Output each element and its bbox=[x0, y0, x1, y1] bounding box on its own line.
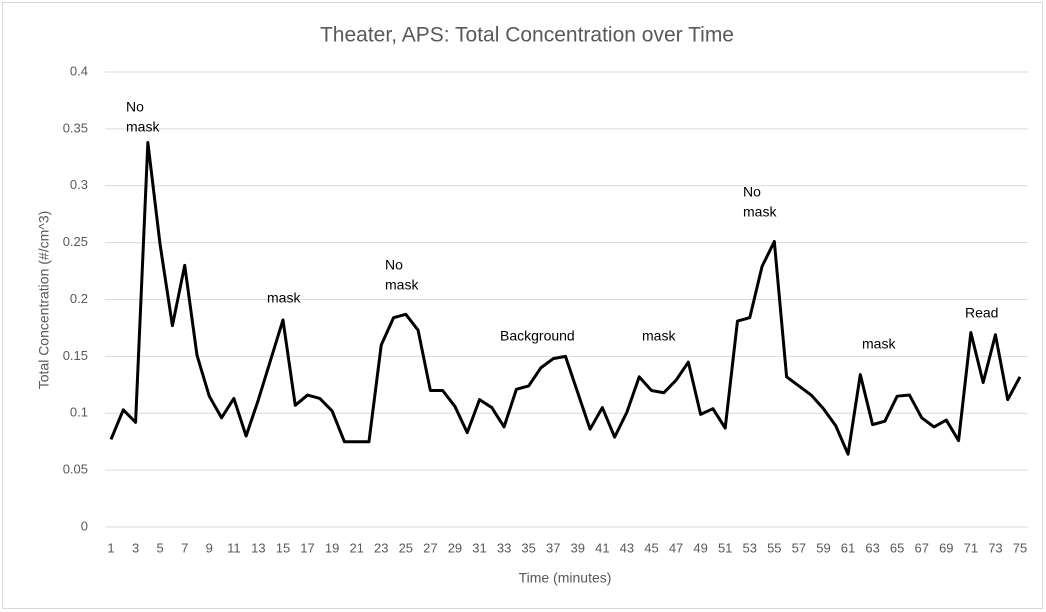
annotation: mask bbox=[743, 204, 777, 220]
x-axis-label: Time (minutes) bbox=[519, 570, 612, 586]
x-tick-label: 47 bbox=[669, 540, 683, 555]
x-tick-label: 13 bbox=[251, 540, 265, 555]
y-tick-label: 0.1 bbox=[70, 405, 88, 420]
data-line bbox=[109, 141, 1022, 456]
x-tick-label: 5 bbox=[157, 540, 164, 555]
y-tick-label: 0.4 bbox=[70, 63, 88, 78]
x-tick-label: 31 bbox=[472, 540, 486, 555]
x-tick-label: 63 bbox=[865, 540, 879, 555]
x-tick-label: 65 bbox=[890, 540, 904, 555]
annotation: No bbox=[385, 257, 403, 273]
x-tick-label: 51 bbox=[718, 540, 732, 555]
x-tick-label: 45 bbox=[644, 540, 658, 555]
annotation: No bbox=[126, 99, 144, 115]
x-tick-label: 23 bbox=[374, 540, 388, 555]
x-tick-label: 41 bbox=[595, 540, 609, 555]
annotation: No bbox=[743, 184, 761, 200]
x-tick-label: 7 bbox=[181, 540, 188, 555]
y-tick-label: 0.15 bbox=[63, 348, 88, 363]
x-tick-label: 43 bbox=[620, 540, 634, 555]
x-tick-label: 67 bbox=[914, 540, 928, 555]
chart-title: Theater, APS: Total Concentration over T… bbox=[320, 24, 734, 47]
x-tick-label: 55 bbox=[767, 540, 781, 555]
x-tick-label: 61 bbox=[841, 540, 855, 555]
x-tick-label: 9 bbox=[206, 540, 213, 555]
x-tick-label: 19 bbox=[325, 540, 339, 555]
y-axis-label: Total Concentration (#/cm^3) bbox=[36, 211, 52, 390]
annotation: Background bbox=[500, 328, 575, 344]
x-tick-label: 71 bbox=[964, 540, 978, 555]
y-tick-label: 0.2 bbox=[70, 291, 88, 306]
x-tick-label: 59 bbox=[816, 540, 830, 555]
x-tick-label: 37 bbox=[546, 540, 560, 555]
x-tick-label: 21 bbox=[349, 540, 363, 555]
x-tick-label: 69 bbox=[939, 540, 953, 555]
x-tick-label: 49 bbox=[693, 540, 707, 555]
x-tick-label: 17 bbox=[300, 540, 314, 555]
annotation: mask bbox=[385, 277, 419, 293]
x-tick-label: 29 bbox=[448, 540, 462, 555]
x-tick-label: 39 bbox=[571, 540, 585, 555]
x-tick-label: 15 bbox=[276, 540, 290, 555]
annotation: mask bbox=[267, 290, 301, 306]
x-tick-label: 11 bbox=[227, 540, 241, 555]
y-tick-label: 0.05 bbox=[63, 462, 88, 477]
x-tick-label: 1 bbox=[107, 540, 114, 555]
annotation: mask bbox=[862, 336, 896, 352]
annotation: mask bbox=[642, 328, 676, 344]
x-tick-label: 3 bbox=[132, 540, 139, 555]
x-tick-label: 57 bbox=[792, 540, 806, 555]
y-tick-label: 0.3 bbox=[70, 177, 88, 192]
y-tick-label: 0.35 bbox=[63, 120, 88, 135]
x-tick-label: 53 bbox=[743, 540, 757, 555]
x-tick-label: 73 bbox=[988, 540, 1002, 555]
y-tick-label: 0.25 bbox=[63, 234, 88, 249]
x-tick-label: 35 bbox=[521, 540, 535, 555]
x-tick-label: 25 bbox=[399, 540, 413, 555]
x-tick-label: 75 bbox=[1013, 540, 1027, 555]
x-tick-label: 27 bbox=[423, 540, 437, 555]
annotation: mask bbox=[126, 119, 160, 135]
y-tick-label: 0 bbox=[81, 518, 88, 533]
annotation: Read bbox=[965, 305, 998, 321]
x-tick-label: 33 bbox=[497, 540, 511, 555]
